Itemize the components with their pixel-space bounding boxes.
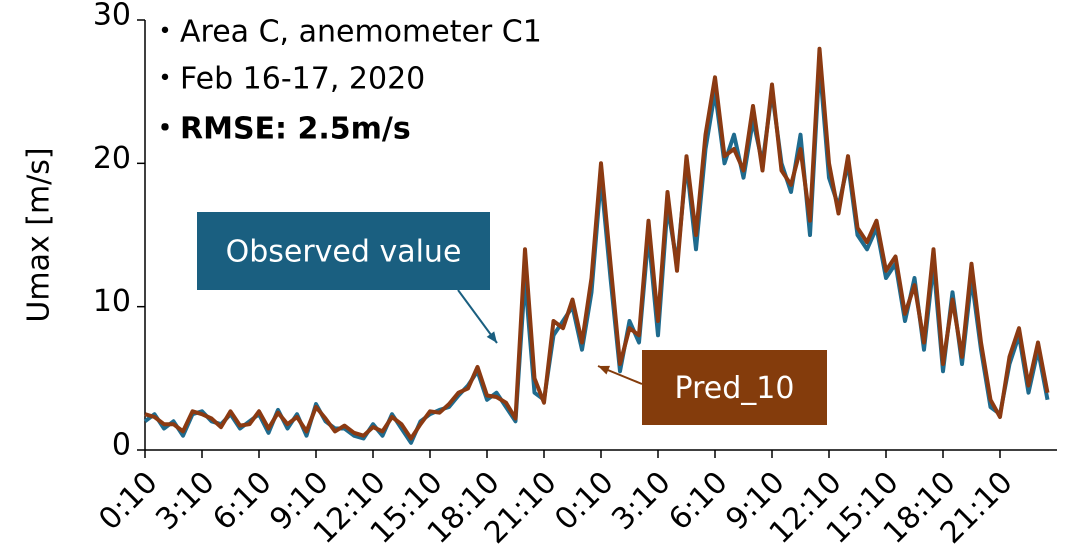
x-tick-label: 0:10 (548, 465, 620, 537)
legend-box (642, 350, 827, 425)
legend-label: Observed value (226, 235, 462, 270)
annotation: ・RMSE: 2.5m/s (150, 112, 411, 147)
x-tick-label: 6:10 (206, 465, 278, 537)
y-tick-label: 20 (93, 141, 131, 176)
legend-box (197, 212, 490, 290)
series-line (144, 46, 1050, 441)
y-tick-label: 0 (112, 428, 131, 463)
legend-arrowhead (486, 331, 497, 343)
annotation: ・Feb 16-17, 2020 (150, 62, 425, 97)
annotation: ・Area C, anemometer C1 (150, 15, 542, 50)
legend-label: Pred_10 (675, 371, 795, 406)
y-tick-label: 30 (93, 0, 131, 33)
y-tick-label: 10 (93, 284, 131, 319)
x-tick-label: 3:10 (605, 465, 677, 537)
x-tick-label: 6:10 (662, 465, 734, 537)
x-tick-label: 0:10 (92, 465, 164, 537)
legend-arrowhead (598, 365, 610, 375)
y-axis-label: Umax [m/s] (22, 147, 57, 322)
x-tick-label: 3:10 (149, 465, 221, 537)
